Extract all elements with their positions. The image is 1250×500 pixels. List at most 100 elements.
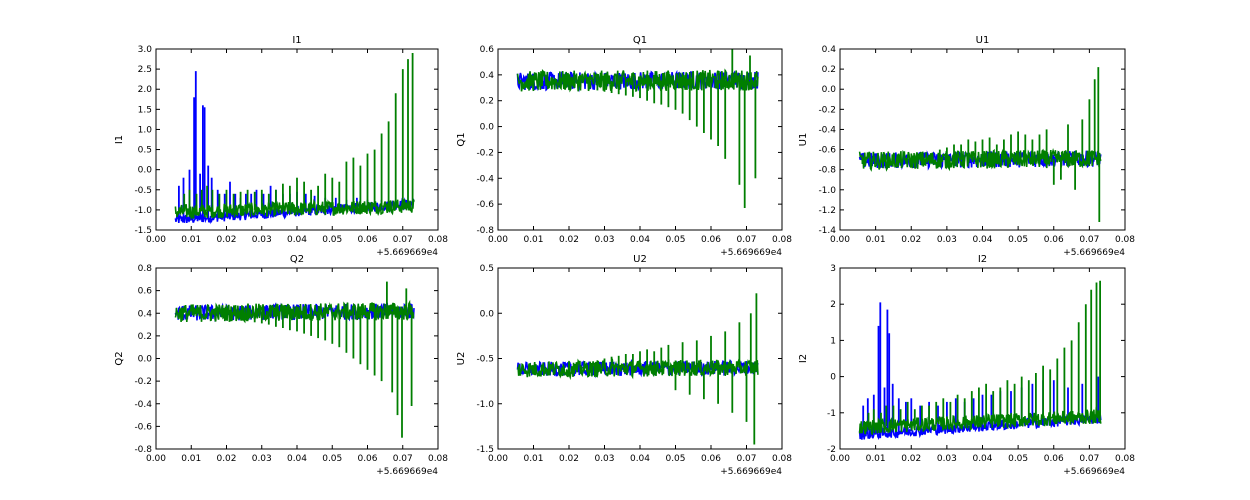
y-tick-label: 1 <box>830 336 836 346</box>
plot-area <box>174 53 415 225</box>
y-tick-label: -1.0 <box>134 206 152 216</box>
x-tick-label: 0.04 <box>287 235 307 245</box>
y-tick-label: 0.4 <box>480 71 495 81</box>
x-tick-label: 0.02 <box>901 454 921 464</box>
x-tick-label: 0.00 <box>830 454 850 464</box>
y-axis-label: U2 <box>456 352 467 366</box>
subplot-title: U2 <box>633 254 647 265</box>
x-tick-label: 0.04 <box>972 454 992 464</box>
y-tick-label: 0.6 <box>138 287 153 297</box>
plot-area <box>174 281 415 438</box>
x-tick-label: 0.08 <box>428 454 448 464</box>
y-tick-label: 2.0 <box>138 85 153 95</box>
subplot-title: Q1 <box>633 35 647 46</box>
x-tick-label: 0.01 <box>866 454 886 464</box>
y-tick-label: 1.5 <box>138 105 152 115</box>
x-tick-label: 0.01 <box>181 454 201 464</box>
x-tick-label: 0.00 <box>488 454 508 464</box>
subplot-title: I1 <box>292 35 301 46</box>
y-tick-label: -0.2 <box>134 377 152 387</box>
x-tick-label: 0.06 <box>357 454 377 464</box>
y-tick-label: 0.5 <box>138 146 152 156</box>
y-tick-label: 0.0 <box>822 85 837 95</box>
x-tick-label: 0.05 <box>1008 235 1028 245</box>
x-offset-label: +5.669669e4 <box>720 248 782 258</box>
y-tick-label: 0.2 <box>822 65 836 75</box>
y-tick-label: -0.4 <box>134 400 152 410</box>
x-tick-label: 0.04 <box>630 454 650 464</box>
subplot-U1: 0.00 0.01 0.02 0.03 0.04 0.05 0.06 0.07 0.08 -1.4… <box>798 35 1135 258</box>
x-offset-label: +5.669669e4 <box>1063 467 1125 477</box>
x-tick-label: 0.06 <box>701 454 721 464</box>
x-offset-label: +5.669669e4 <box>1063 248 1125 258</box>
x-tick-label: 0.06 <box>1044 454 1064 464</box>
x-tick-label: 0.03 <box>937 235 957 245</box>
subplot-I2: 0.00 0.01 0.02 0.03 0.04 0.05 0.06 0.07 0.08 -2 -1… <box>798 254 1135 477</box>
subplot-U2: 0.00 0.01 0.02 0.03 0.04 0.05 0.06 0.07 0.08 -1.5… <box>456 254 792 477</box>
y-tick-label: 0.6 <box>480 45 495 55</box>
x-tick-label: 0.01 <box>523 235 543 245</box>
x-tick-label: 0.01 <box>523 454 543 464</box>
y-tick-label: -0.2 <box>818 105 836 115</box>
subplot-Q1: 0.00 0.01 0.02 0.03 0.04 0.05 0.06 0.07 0.08 -0.8… <box>456 35 792 258</box>
series-band-1 <box>516 68 759 93</box>
x-tick-label: 0.07 <box>736 454 756 464</box>
plot-area <box>516 49 759 208</box>
x-tick-label: 0.00 <box>146 235 166 245</box>
x-tick-label: 0.00 <box>146 454 166 464</box>
subplot-title: Q2 <box>290 254 304 265</box>
y-tick-label: -0.2 <box>476 148 494 158</box>
y-tick-label: 3.0 <box>138 45 153 55</box>
x-tick-label: 0.05 <box>322 454 342 464</box>
subplot-title: U1 <box>976 35 990 46</box>
y-tick-label: 0.0 <box>138 166 153 176</box>
y-axis-label: I2 <box>798 354 809 363</box>
x-tick-label: 0.03 <box>594 454 614 464</box>
x-tick-label: 0.06 <box>357 235 377 245</box>
y-tick-label: -0.5 <box>476 355 494 365</box>
x-offset-label: +5.669669e4 <box>720 467 782 477</box>
y-tick-label: -0.6 <box>818 146 836 156</box>
y-tick-label: -0.8 <box>818 166 836 176</box>
y-tick-label: -2 <box>827 445 836 455</box>
y-tick-label: 3 <box>830 264 836 274</box>
x-tick-label: 0.04 <box>287 454 307 464</box>
x-tick-label: 0.03 <box>252 235 272 245</box>
x-tick-label: 0.07 <box>736 235 756 245</box>
y-axis-label: Q2 <box>114 351 125 365</box>
y-tick-label: -1.2 <box>818 206 836 216</box>
y-tick-label: -1.0 <box>818 186 836 196</box>
x-tick-label: 0.04 <box>972 235 992 245</box>
subplot-Q2: 0.00 0.01 0.02 0.03 0.04 0.05 0.06 0.07 0.08 -0.8… <box>114 254 448 477</box>
x-tick-label: 0.06 <box>701 235 721 245</box>
x-tick-label: 0.05 <box>665 454 685 464</box>
x-tick-label: 0.02 <box>216 235 236 245</box>
x-tick-label: 0.08 <box>1115 235 1135 245</box>
y-tick-label: -1.5 <box>476 445 494 455</box>
y-tick-label: -0.4 <box>818 125 836 135</box>
y-axis-label: Q1 <box>456 132 467 146</box>
y-tick-label: -0.6 <box>134 422 152 432</box>
plot-area <box>516 293 759 445</box>
y-tick-label: 0 <box>830 373 836 383</box>
x-tick-label: 0.01 <box>181 235 201 245</box>
x-tick-label: 0.07 <box>393 235 413 245</box>
x-tick-label: 0.02 <box>559 235 579 245</box>
y-tick-label: -0.8 <box>476 226 494 236</box>
x-tick-label: 0.01 <box>866 235 886 245</box>
x-offset-label: +5.669669e4 <box>376 248 438 258</box>
y-tick-label: -1.4 <box>818 226 836 236</box>
x-tick-label: 0.08 <box>772 235 792 245</box>
x-tick-label: 0.05 <box>1008 454 1028 464</box>
plot-area <box>858 280 1102 441</box>
y-tick-label: 0.8 <box>138 264 153 274</box>
x-tick-label: 0.07 <box>1079 454 1099 464</box>
x-tick-label: 0.08 <box>428 235 448 245</box>
y-tick-label: 1.0 <box>138 125 153 135</box>
x-tick-label: 0.05 <box>665 235 685 245</box>
y-tick-label: -0.4 <box>476 174 494 184</box>
y-axis-label: U1 <box>798 133 809 147</box>
subplot-title: I2 <box>978 254 987 265</box>
x-tick-label: 0.02 <box>559 454 579 464</box>
